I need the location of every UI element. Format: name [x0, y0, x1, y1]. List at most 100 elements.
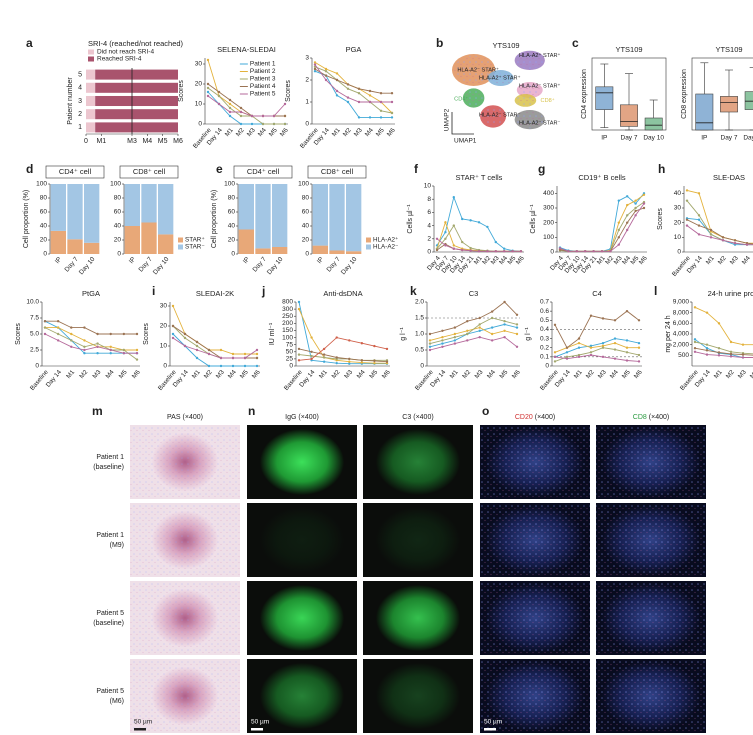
data-point	[335, 78, 339, 82]
data-point	[70, 339, 73, 342]
data-point	[637, 341, 641, 345]
legend-swatch	[366, 237, 371, 243]
data-point	[461, 240, 464, 244]
data-point	[255, 352, 259, 356]
data-point	[625, 346, 629, 349]
data-point	[478, 323, 481, 326]
data-point	[207, 364, 211, 368]
y-tick-label: 60	[40, 209, 48, 216]
data-point	[171, 332, 175, 336]
y-tick-label: 0	[420, 363, 424, 370]
series-line	[694, 347, 753, 356]
data-point	[444, 231, 447, 234]
data-point	[283, 122, 287, 126]
data-point	[360, 361, 364, 364]
data-point	[617, 199, 620, 202]
chart-title: YTS109	[715, 45, 742, 54]
data-point	[390, 100, 394, 104]
data-point	[250, 122, 254, 126]
data-point	[577, 353, 581, 357]
row-label: Patient 5	[96, 610, 124, 617]
chart-title: C4	[592, 289, 602, 298]
data-point	[693, 340, 697, 344]
cluster-texture	[515, 94, 536, 107]
stain-signal	[260, 585, 344, 651]
x-tick-label: M6	[279, 126, 290, 138]
data-point	[733, 242, 737, 245]
data-point	[335, 94, 339, 97]
data-point	[461, 217, 464, 221]
magnification: (×400)	[649, 414, 669, 421]
x-tick-label: M6	[173, 138, 183, 145]
data-point	[637, 360, 641, 363]
x-tick-label: M2	[481, 254, 492, 266]
texture	[130, 581, 240, 655]
data-point	[56, 320, 60, 323]
data-point	[626, 228, 629, 232]
bar-segment	[312, 184, 328, 246]
y-tick-label: 0.1	[540, 354, 549, 361]
data-point	[634, 206, 637, 210]
data-point	[368, 89, 372, 93]
y-tick-label: 250	[282, 313, 293, 320]
data-point	[503, 250, 506, 253]
scale-bar	[134, 728, 146, 731]
y-tick-label: 500	[678, 352, 689, 359]
x-tick-label: M6	[511, 368, 522, 380]
data-point	[503, 247, 506, 250]
panel-letter: e	[216, 162, 223, 176]
chart-title: Anti-dsDNA	[323, 289, 362, 298]
title-frame	[307, 165, 367, 179]
data-point	[346, 83, 350, 86]
data-point	[634, 202, 637, 205]
x-tick-label: M2	[461, 368, 472, 380]
series-line	[694, 351, 753, 358]
data-point	[373, 344, 376, 348]
data-point	[452, 196, 455, 199]
x-tick-label: M1	[96, 138, 106, 145]
micrograph	[480, 503, 590, 577]
series-line	[559, 203, 645, 252]
data-point	[515, 345, 519, 348]
data-point	[122, 348, 126, 352]
data-point	[217, 90, 221, 94]
data-point	[135, 332, 139, 336]
data-point	[228, 98, 232, 102]
panel-letter: l	[654, 284, 657, 298]
bar-segment	[329, 184, 345, 251]
data-point	[171, 336, 175, 340]
data-point	[360, 342, 364, 345]
cluster-texture	[516, 110, 544, 129]
chart-title: SLE-DAS	[713, 173, 745, 182]
data-point	[601, 355, 605, 359]
data-point	[729, 355, 733, 358]
bar-segment	[255, 248, 271, 254]
data-point	[697, 192, 701, 195]
data-point	[717, 351, 721, 354]
x-tick-label: Day 10	[340, 256, 359, 277]
data-point	[96, 345, 99, 348]
y-tick-label: 1	[305, 99, 309, 106]
x-tick-label: M4	[105, 368, 116, 380]
data-point	[705, 349, 709, 352]
data-point	[441, 329, 444, 332]
series-line	[45, 327, 137, 351]
y-tick-label: 0	[43, 251, 47, 258]
data-point	[642, 193, 646, 196]
x-tick-label: M6	[633, 368, 644, 380]
data-point	[243, 356, 247, 360]
data-point	[601, 344, 605, 348]
y-tick-label: 3	[305, 55, 309, 62]
data-point	[348, 357, 351, 361]
texture	[480, 425, 590, 499]
row-label: (baseline)	[93, 620, 124, 627]
data-point	[584, 250, 587, 253]
bar-segment	[95, 82, 178, 93]
data-point	[390, 111, 394, 115]
bar-segment	[272, 184, 288, 247]
x-tick-label: M1	[473, 254, 484, 266]
series-line	[44, 327, 138, 360]
y-tick-label: 0	[305, 121, 309, 128]
series-line	[554, 310, 640, 349]
data-point	[741, 343, 745, 346]
